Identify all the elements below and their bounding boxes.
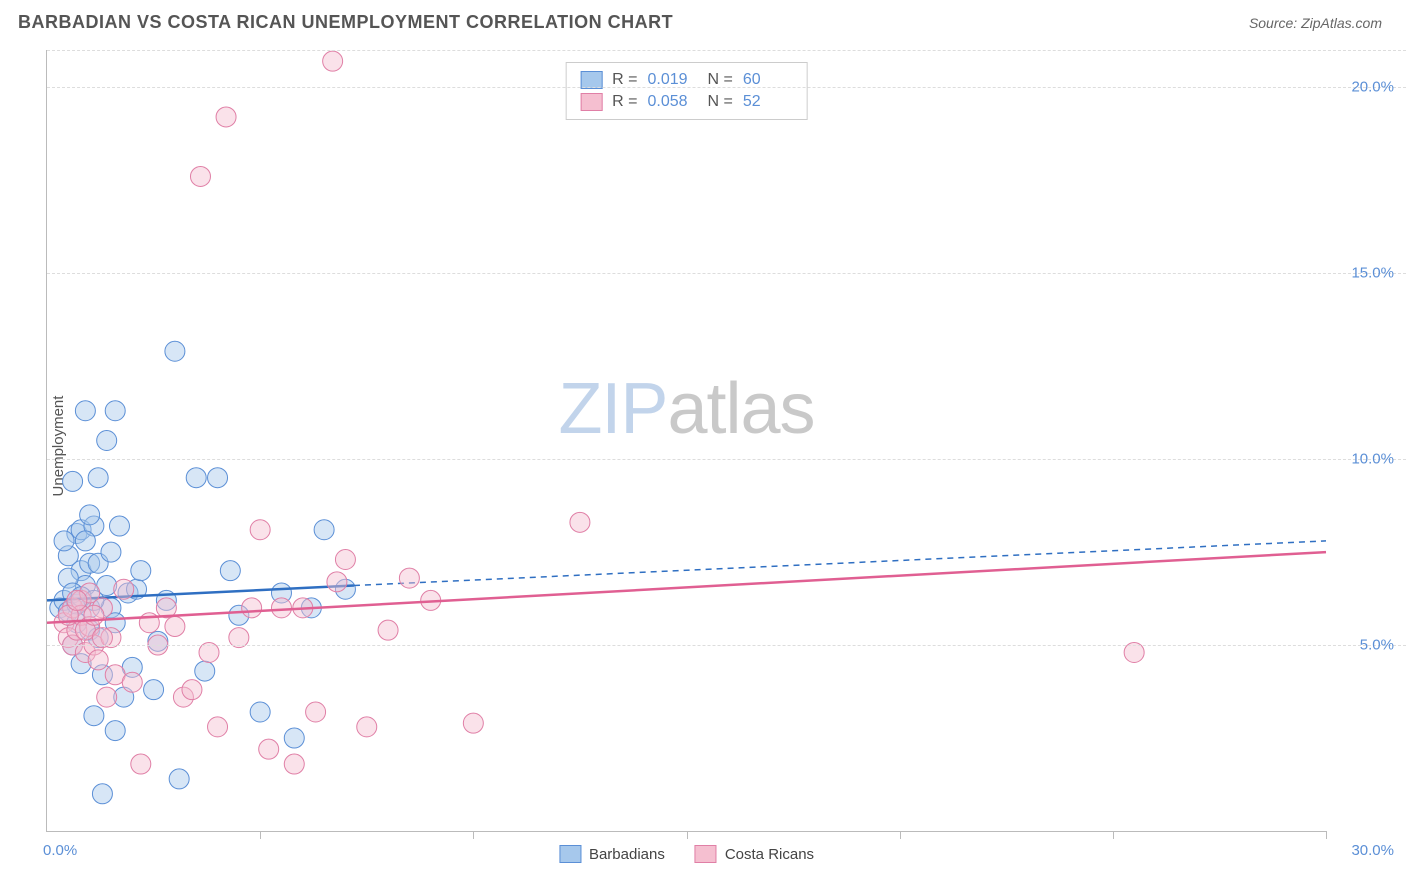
data-point: [399, 568, 419, 588]
data-point: [80, 505, 100, 525]
data-point: [250, 702, 270, 722]
data-point: [284, 728, 304, 748]
gridline-h: [47, 87, 1406, 88]
data-point: [284, 754, 304, 774]
data-point: [216, 107, 236, 127]
data-point: [165, 341, 185, 361]
legend-swatch: [559, 845, 581, 863]
data-point: [84, 605, 104, 625]
data-point: [131, 561, 151, 581]
regression-line: [47, 552, 1326, 623]
y-tick-label: 10.0%: [1351, 451, 1394, 468]
data-point: [131, 754, 151, 774]
x-tick: [900, 831, 901, 839]
data-point: [242, 598, 262, 618]
n-label: N =: [708, 93, 733, 111]
data-point: [208, 468, 228, 488]
data-point: [114, 579, 134, 599]
data-point: [169, 769, 189, 789]
data-point: [92, 784, 112, 804]
legend-label: Costa Ricans: [725, 846, 814, 863]
data-point: [67, 590, 87, 610]
x-tick: [473, 831, 474, 839]
data-point: [190, 166, 210, 186]
r-label: R =: [612, 93, 637, 111]
data-point: [335, 550, 355, 570]
legend-swatch: [580, 93, 602, 111]
scatter-plot: [47, 50, 1326, 831]
data-point: [182, 680, 202, 700]
data-point: [88, 650, 108, 670]
data-point: [165, 616, 185, 636]
data-point: [378, 620, 398, 640]
x-tick: [687, 831, 688, 839]
x-tick: [1113, 831, 1114, 839]
x-tick: [1326, 831, 1327, 839]
data-point: [314, 520, 334, 540]
data-point: [122, 672, 142, 692]
data-point: [208, 717, 228, 737]
data-point: [306, 702, 326, 722]
data-point: [271, 598, 291, 618]
data-point: [75, 401, 95, 421]
gridline-h: [47, 50, 1406, 51]
y-tick-label: 15.0%: [1351, 265, 1394, 282]
data-point: [570, 512, 590, 532]
chart-title: BARBADIAN VS COSTA RICAN UNEMPLOYMENT CO…: [18, 12, 673, 33]
data-point: [105, 721, 125, 741]
legend-swatch: [695, 845, 717, 863]
x-tick: [260, 831, 261, 839]
gridline-h: [47, 273, 1406, 274]
data-point: [259, 739, 279, 759]
data-point: [463, 713, 483, 733]
y-tick-label: 5.0%: [1360, 637, 1394, 654]
data-point: [75, 531, 95, 551]
data-point: [220, 561, 240, 581]
source-label: Source: ZipAtlas.com: [1249, 15, 1382, 31]
data-point: [84, 706, 104, 726]
data-point: [250, 520, 270, 540]
x-axis-max-label: 30.0%: [1351, 842, 1394, 859]
data-point: [109, 516, 129, 536]
data-point: [97, 431, 117, 451]
data-point: [63, 471, 83, 491]
legend-item: Barbadians: [559, 845, 665, 863]
header: BARBADIAN VS COSTA RICAN UNEMPLOYMENT CO…: [0, 0, 1406, 41]
data-point: [323, 51, 343, 71]
series-legend: Barbadians Costa Ricans: [559, 845, 814, 863]
data-point: [144, 680, 164, 700]
gridline-h: [47, 459, 1406, 460]
legend-row: R = 0.058 N = 52: [580, 91, 793, 113]
data-point: [97, 687, 117, 707]
r-value: 0.058: [648, 93, 698, 111]
data-point: [186, 468, 206, 488]
data-point: [105, 401, 125, 421]
legend-item: Costa Ricans: [695, 845, 814, 863]
legend-label: Barbadians: [589, 846, 665, 863]
correlation-legend: R =0.019N =60R =0.058N =52: [565, 62, 808, 120]
data-point: [327, 572, 347, 592]
data-point: [357, 717, 377, 737]
y-tick-label: 20.0%: [1351, 79, 1394, 96]
chart-area: ZIPatlas R =0.019N =60R =0.058N =52 0.0%…: [46, 50, 1326, 832]
n-value: 52: [743, 93, 793, 111]
gridline-h: [47, 645, 1406, 646]
x-axis-min-label: 0.0%: [43, 842, 77, 859]
data-point: [195, 661, 215, 681]
data-point: [88, 468, 108, 488]
data-point: [54, 531, 74, 551]
data-point: [101, 542, 121, 562]
